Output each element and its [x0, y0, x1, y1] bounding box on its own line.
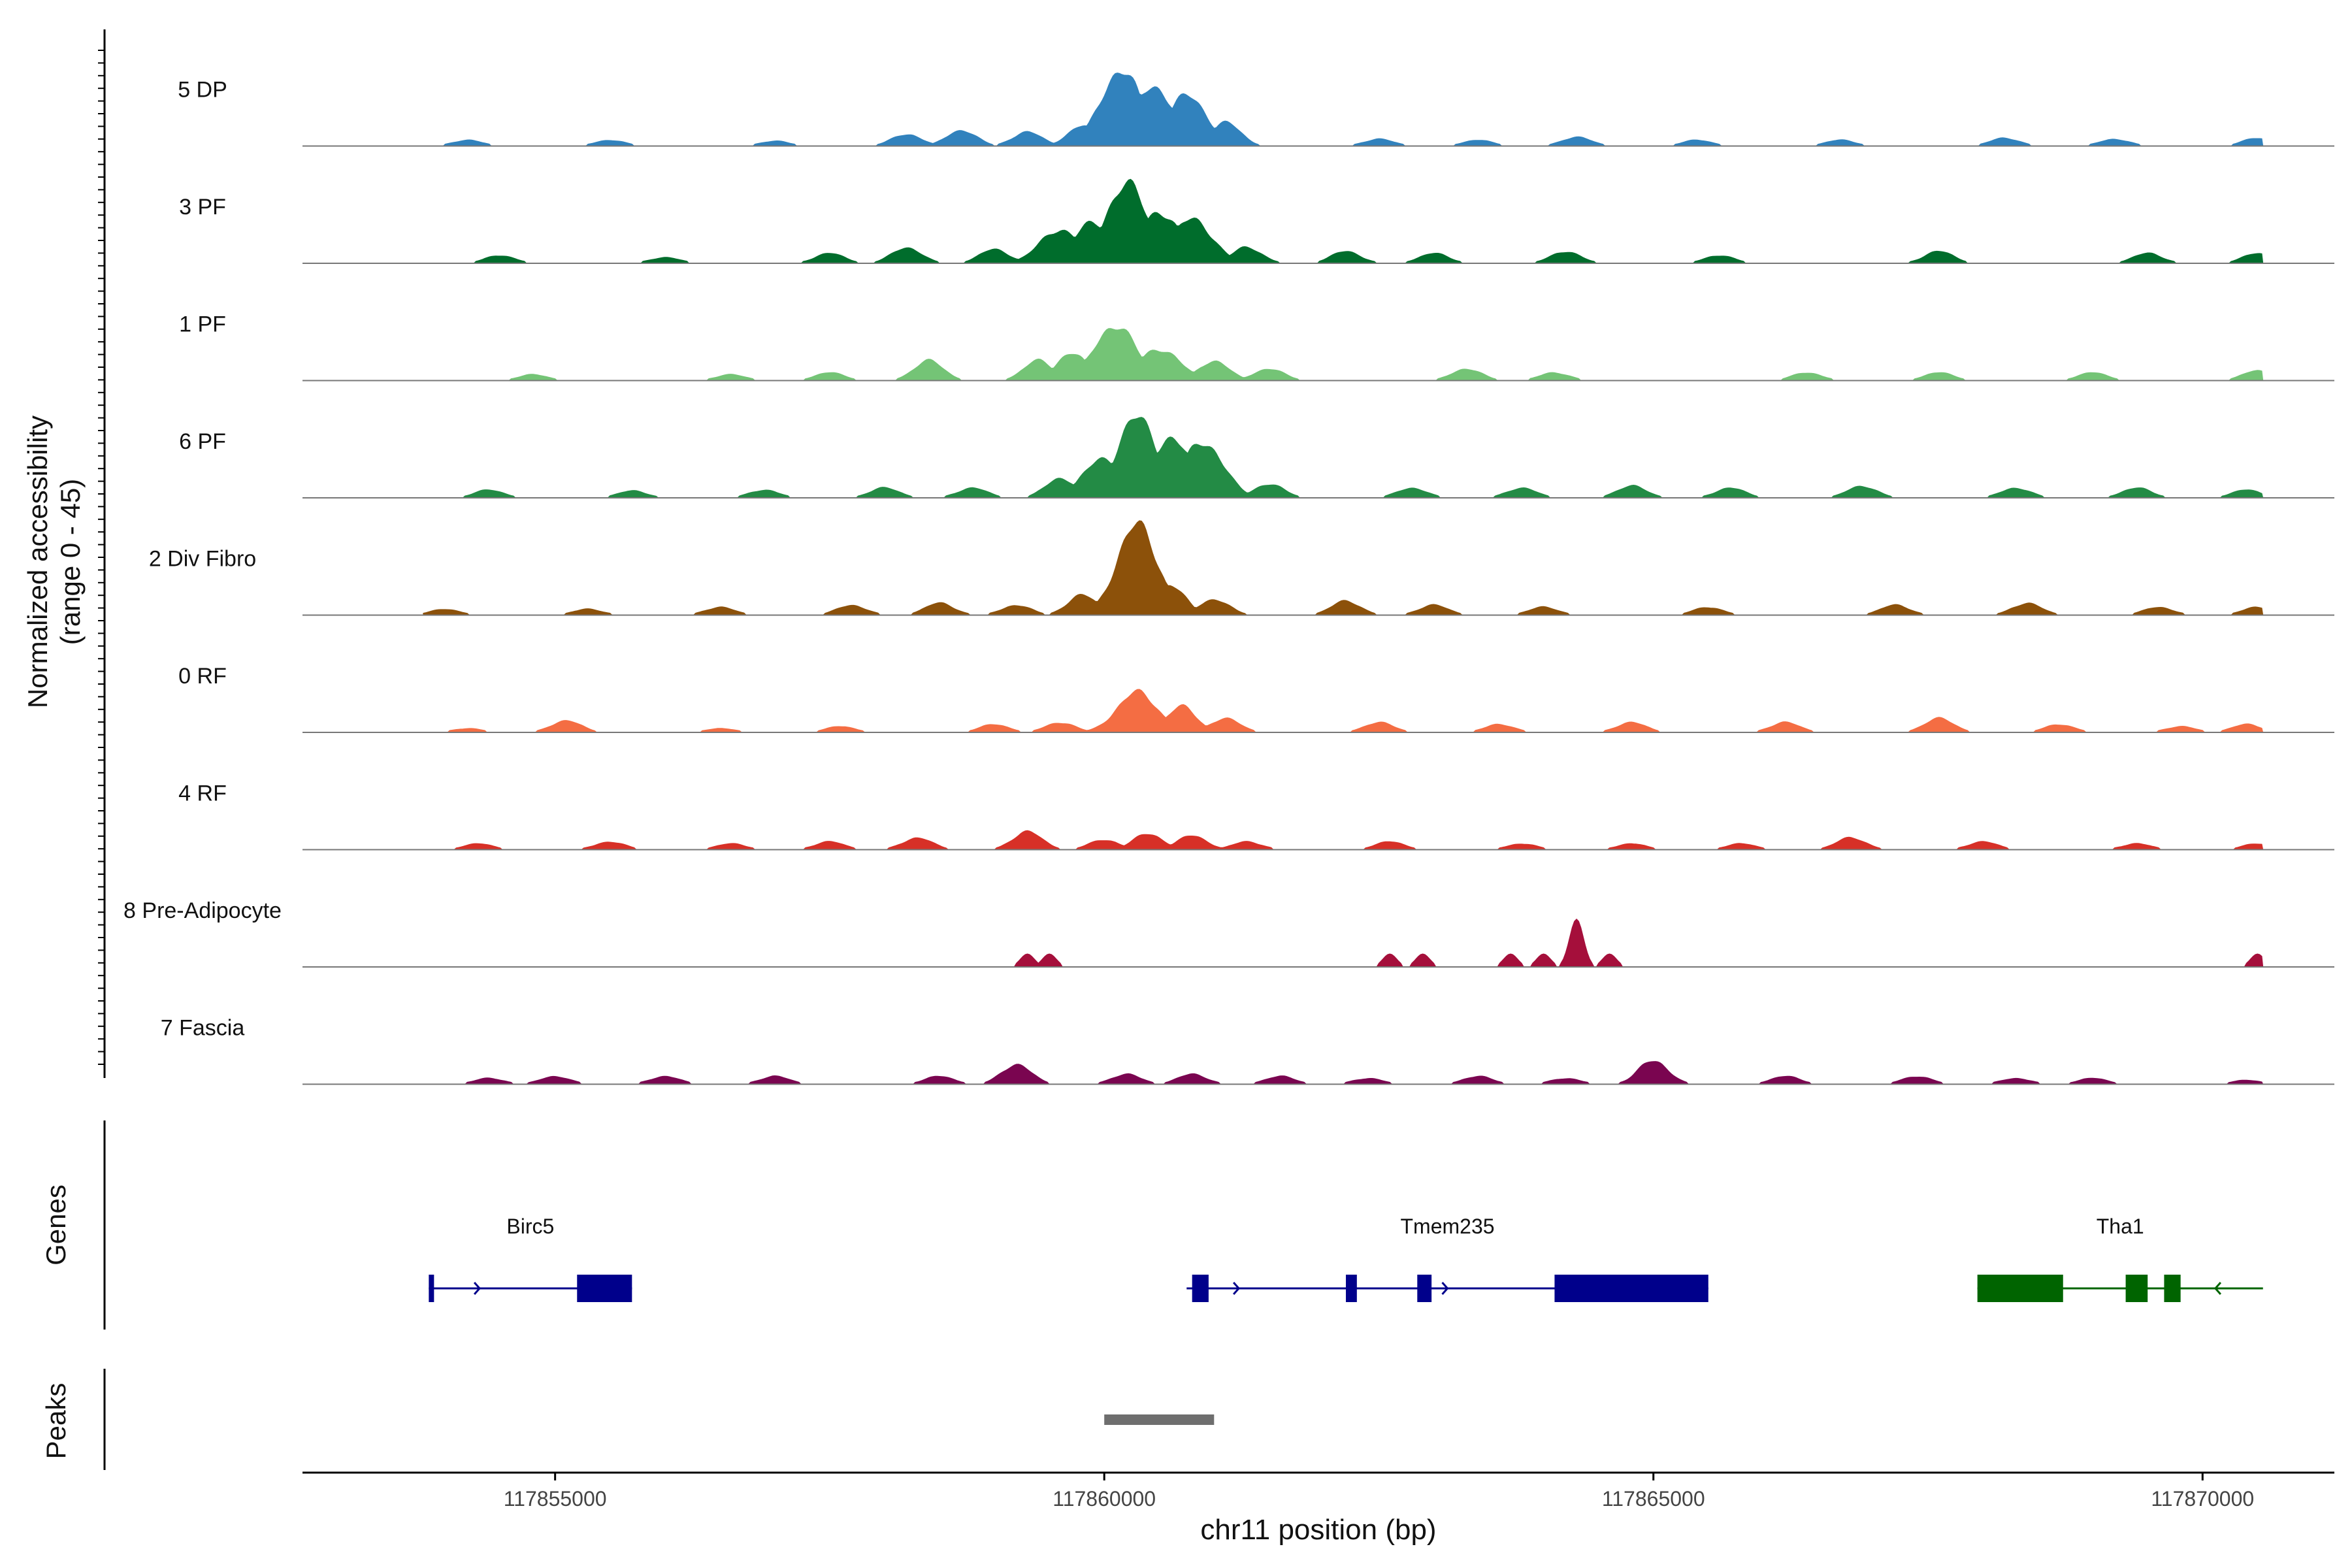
x-axis-title: chr11 position (bp)	[1200, 1514, 1436, 1546]
peak-regions	[1104, 1414, 1215, 1425]
strand-arrow	[1441, 1282, 1449, 1295]
coverage-area	[423, 830, 2264, 850]
track-label: 5 DP	[178, 78, 227, 103]
x-tick-label: 117860000	[1053, 1487, 1156, 1511]
coverage-area	[423, 520, 2264, 615]
track-label: 2 Div Fibro	[149, 547, 256, 572]
coverage-area	[423, 328, 2264, 381]
gene-exon	[1554, 1275, 1708, 1302]
coverage-area	[423, 417, 2264, 498]
gene-exon	[1346, 1275, 1357, 1302]
track-1-pf: 1 PF	[179, 312, 2334, 382]
gene-exon	[2125, 1275, 2148, 1302]
gene-tha1: Tha1	[1977, 1215, 2263, 1302]
peak-region	[1104, 1414, 1215, 1425]
track-label: 0 RF	[178, 664, 227, 689]
strand-arrow	[2213, 1282, 2222, 1295]
y-axis-range: (range 0 - 45)	[55, 479, 86, 645]
track-7-fascia: 7 Fascia	[161, 1016, 2334, 1085]
gene-exon	[577, 1275, 632, 1302]
track-2-div-fibro: 2 Div Fibro	[149, 520, 2334, 616]
peaks-panel-label: Peaks	[41, 1383, 71, 1460]
gene-exon	[1417, 1275, 1432, 1302]
track-3-pf: 3 PF	[179, 178, 2334, 264]
track-5-dp: 5 DP	[178, 73, 2334, 147]
x-axis-ticks: 117855000 117860000 117865000 117870000	[504, 1473, 2254, 1511]
track-label: 7 Fascia	[161, 1016, 245, 1041]
y-axis-title: Normalized accessibility	[22, 416, 53, 708]
track-label: 6 PF	[179, 429, 226, 454]
strand-arrow	[473, 1282, 482, 1295]
coverage-tracks: 5 DP 3 PF 1 PF 6 PF 2 Div Fibro 0 RF 4 RF 8 Pre…	[123, 73, 2334, 1085]
track-4-rf: 4 RF	[178, 781, 2334, 851]
track-8-pre-adipocyte: 8 Pre-Adipocyte	[123, 898, 2334, 968]
coverage-area	[423, 1061, 2264, 1085]
genes-panel-label: Genes	[41, 1184, 71, 1266]
gene-annotations: Birc5 Tmem235 Tha1	[429, 1215, 2263, 1302]
gene-exon	[429, 1275, 434, 1302]
gene-exon	[1977, 1275, 2063, 1302]
coverage-area	[423, 73, 2264, 146]
coverage-area	[423, 689, 2264, 733]
track-label: 1 PF	[179, 312, 226, 337]
track-label: 8 Pre-Adipocyte	[123, 898, 282, 923]
gene-label: Tmem235	[1401, 1215, 1495, 1238]
strand-arrow	[1233, 1282, 1241, 1295]
gene-label: Birc5	[506, 1215, 554, 1238]
coverage-y-ticks	[98, 50, 105, 1065]
x-tick-label: 117865000	[1602, 1487, 1705, 1511]
gene-birc5: Birc5	[429, 1215, 632, 1302]
track-label: 4 RF	[178, 781, 227, 806]
coverage-area	[423, 178, 2264, 264]
gene-exon	[1192, 1275, 1209, 1302]
x-tick-label: 117855000	[504, 1487, 607, 1511]
coverage-area	[423, 918, 2264, 968]
track-0-rf: 0 RF	[178, 664, 2334, 733]
track-6-pf: 6 PF	[179, 417, 2334, 498]
gene-exon	[2164, 1275, 2181, 1302]
gene-label: Tha1	[2097, 1215, 2144, 1238]
x-tick-label: 117870000	[2151, 1487, 2254, 1511]
gene-tmem235: Tmem235	[1186, 1215, 1708, 1302]
track-label: 3 PF	[179, 195, 226, 220]
